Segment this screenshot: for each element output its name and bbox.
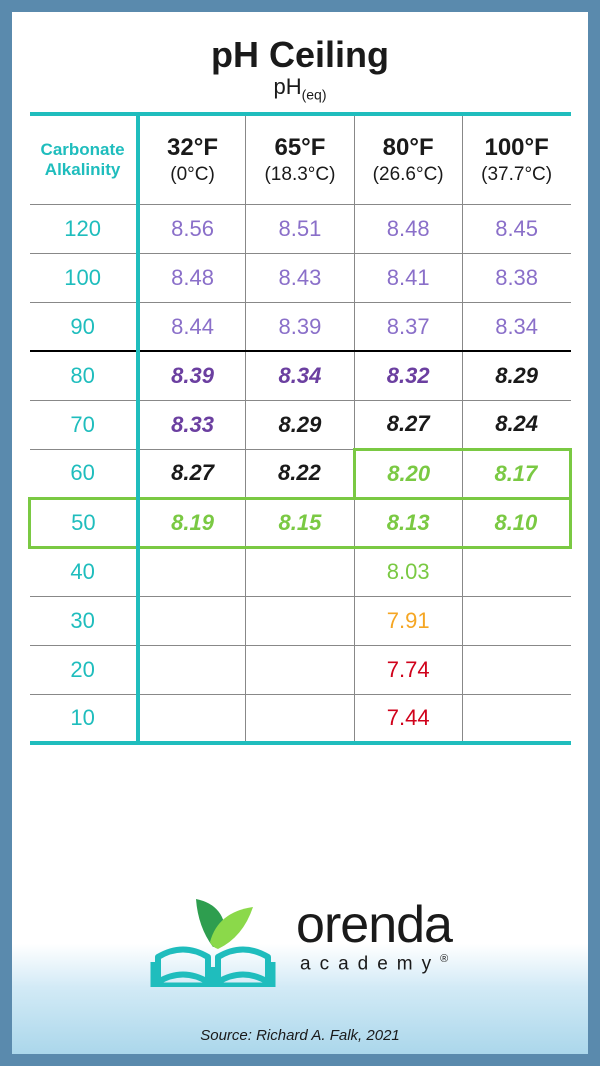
row-alkalinity: 60 — [30, 449, 138, 498]
ph-cell: 8.34 — [246, 351, 354, 400]
ph-cell: 8.48 — [354, 204, 462, 253]
table-row: 307.91 — [30, 596, 571, 645]
row-alkalinity: 70 — [30, 400, 138, 449]
table-row: 508.198.158.138.10 — [30, 498, 571, 547]
row-alkalinity: 50 — [30, 498, 138, 547]
table-row: 207.74 — [30, 645, 571, 694]
table-row: 608.278.228.208.17 — [30, 449, 571, 498]
ph-cell: 8.27 — [354, 400, 462, 449]
ph-cell — [246, 694, 354, 743]
table-header-row: CarbonateAlkalinity 32°F(0°C)65°F(18.3°C… — [30, 114, 571, 204]
row-alkalinity: 100 — [30, 253, 138, 302]
ph-cell — [246, 645, 354, 694]
ph-cell: 8.24 — [462, 400, 570, 449]
ph-cell: 8.33 — [138, 400, 246, 449]
ph-cell — [138, 596, 246, 645]
ph-cell: 8.17 — [462, 449, 570, 498]
row-alkalinity: 10 — [30, 694, 138, 743]
ph-cell: 8.48 — [138, 253, 246, 302]
ph-cell: 8.45 — [462, 204, 570, 253]
ph-cell: 8.29 — [462, 351, 570, 400]
row-alkalinity: 40 — [30, 547, 138, 596]
source-line: Source: Richard A. Falk, 2021 — [200, 1027, 400, 1044]
page-subtitle: pH(eq) — [12, 74, 588, 102]
ph-cell: 8.41 — [354, 253, 462, 302]
table-row: 908.448.398.378.34 — [30, 302, 571, 351]
brand-name: orenda — [296, 899, 452, 951]
ph-cell: 8.03 — [354, 547, 462, 596]
page-title: pH Ceiling — [12, 34, 588, 76]
ph-cell: 8.19 — [138, 498, 246, 547]
col-header: 80°F(26.6°C) — [354, 114, 462, 204]
brand-text: orenda academy® — [296, 899, 452, 975]
card: pH Ceiling pH(eq) CarbonateAlkalinity 32… — [12, 12, 588, 1054]
book-leaf-icon — [148, 887, 278, 987]
ph-cell — [138, 645, 246, 694]
row-alkalinity: 30 — [30, 596, 138, 645]
footer: orenda academy® Source: Richard A. Falk,… — [12, 745, 588, 1054]
ph-cell — [462, 694, 570, 743]
ph-cell: 8.27 — [138, 449, 246, 498]
col-header: 32°F(0°C) — [138, 114, 246, 204]
col-header: 65°F(18.3°C) — [246, 114, 354, 204]
ph-cell: 8.34 — [462, 302, 570, 351]
table-row: 1208.568.518.488.45 — [30, 204, 571, 253]
ph-cell: 8.43 — [246, 253, 354, 302]
ph-cell: 8.39 — [246, 302, 354, 351]
ph-cell — [462, 547, 570, 596]
ph-cell: 8.39 — [138, 351, 246, 400]
ph-cell: 7.44 — [354, 694, 462, 743]
ph-table-wrap: CarbonateAlkalinity 32°F(0°C)65°F(18.3°C… — [12, 112, 588, 745]
row-alkalinity: 20 — [30, 645, 138, 694]
ph-cell: 8.15 — [246, 498, 354, 547]
ph-cell: 8.38 — [462, 253, 570, 302]
ph-cell: 7.74 — [354, 645, 462, 694]
ph-cell: 7.91 — [354, 596, 462, 645]
table-row: 808.398.348.328.29 — [30, 351, 571, 400]
ph-cell: 8.32 — [354, 351, 462, 400]
ph-cell: 8.44 — [138, 302, 246, 351]
ph-table: CarbonateAlkalinity 32°F(0°C)65°F(18.3°C… — [28, 112, 572, 745]
ph-cell — [246, 596, 354, 645]
ph-cell — [462, 645, 570, 694]
row-alkalinity: 80 — [30, 351, 138, 400]
ph-cell — [138, 694, 246, 743]
brand-logo: orenda academy® — [148, 887, 452, 987]
ph-cell — [462, 596, 570, 645]
ph-cell: 8.51 — [246, 204, 354, 253]
brand-sub: academy® — [300, 953, 448, 975]
row-alkalinity: 90 — [30, 302, 138, 351]
ph-cell: 8.56 — [138, 204, 246, 253]
table-row: 708.338.298.278.24 — [30, 400, 571, 449]
table-row: 107.44 — [30, 694, 571, 743]
title-block: pH Ceiling pH(eq) — [12, 12, 588, 112]
row-alkalinity: 120 — [30, 204, 138, 253]
ph-cell: 8.13 — [354, 498, 462, 547]
table-body: 1208.568.518.488.451008.488.438.418.3890… — [30, 204, 571, 743]
ph-cell: 8.20 — [354, 449, 462, 498]
ph-cell: 8.29 — [246, 400, 354, 449]
col-header: 100°F(37.7°C) — [462, 114, 570, 204]
row-header-label: CarbonateAlkalinity — [30, 114, 138, 204]
ph-cell: 8.37 — [354, 302, 462, 351]
table-row: 1008.488.438.418.38 — [30, 253, 571, 302]
ph-cell: 8.22 — [246, 449, 354, 498]
ph-cell — [246, 547, 354, 596]
table-row: 408.03 — [30, 547, 571, 596]
ph-cell — [138, 547, 246, 596]
ph-cell: 8.10 — [462, 498, 570, 547]
